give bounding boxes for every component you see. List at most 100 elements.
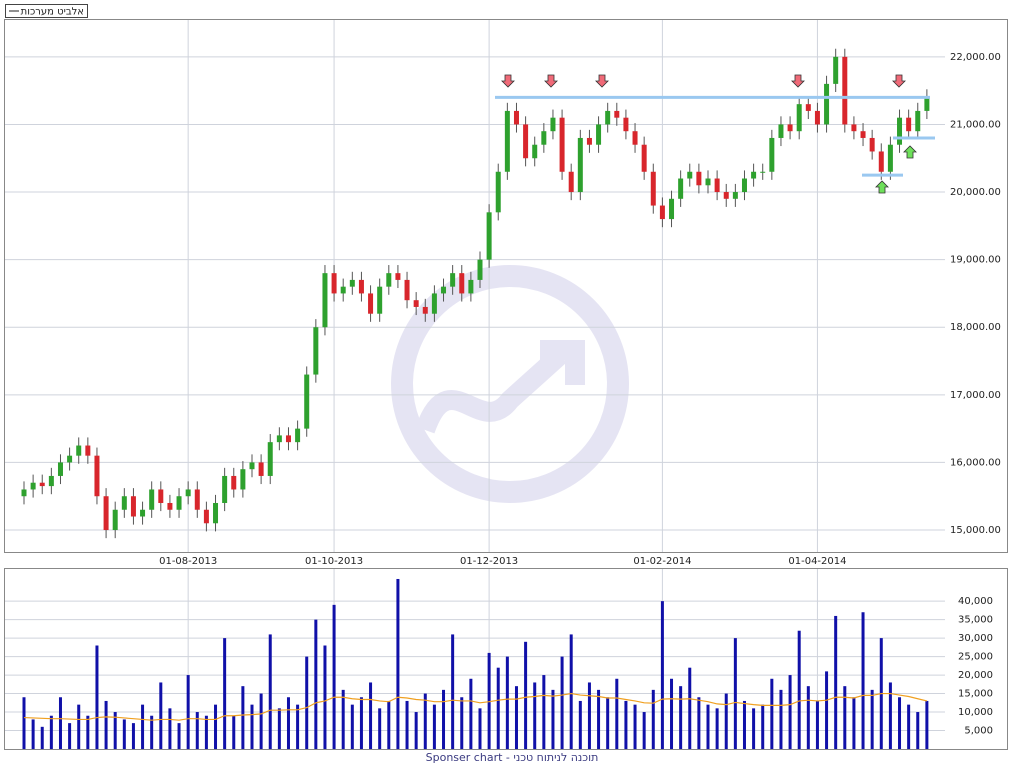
volume-bar [679, 686, 683, 749]
candle-body [550, 117, 556, 132]
volume-bar [369, 682, 373, 749]
volume-bar [642, 712, 646, 749]
volume-bar [40, 726, 44, 749]
candle-body [140, 509, 146, 517]
volume-bar [241, 686, 245, 749]
volume-bar [861, 612, 865, 749]
candle-body [541, 131, 547, 145]
candle-body [523, 124, 529, 159]
candle-body [213, 502, 219, 524]
watermark-arrow [415, 340, 585, 434]
volume-bar [551, 689, 555, 749]
candle-body [203, 509, 209, 524]
candle-body [231, 475, 237, 490]
volume-bar [232, 715, 236, 749]
volume-panel [4, 568, 1008, 750]
volume-bar [131, 723, 135, 749]
volume-bar [387, 700, 391, 749]
candle-body [48, 475, 54, 487]
volume-bar [414, 712, 418, 749]
volume-bar [442, 689, 446, 749]
footer: Sponser chart - תוכנה לניתוח טכני [426, 751, 599, 764]
candle-body [878, 151, 884, 172]
candle-body [577, 137, 583, 193]
candle-body [85, 445, 91, 456]
candle-body [285, 435, 291, 443]
x-tick-label: 01-02-2014 [633, 556, 691, 567]
y-tick-label: 10,000 [958, 707, 993, 718]
volume-bar [341, 689, 345, 749]
volume-bar [916, 712, 920, 749]
candle-body [741, 178, 747, 193]
candle-body [924, 97, 930, 111]
candle-body [586, 137, 592, 145]
candle-body [513, 110, 519, 125]
legend-box [5, 4, 88, 18]
volume-bar [168, 708, 172, 749]
candle-body [897, 117, 903, 145]
volume-bar [624, 700, 628, 749]
candle-body [568, 171, 574, 193]
candle-body [650, 171, 656, 206]
x-tick-label: 01-12-2013 [460, 556, 518, 567]
candle-body [21, 489, 27, 497]
candle-body [596, 124, 602, 145]
y-tick-label: 20,000.00 [950, 187, 1001, 198]
down-arrow [791, 74, 805, 88]
volume-bar [724, 693, 728, 749]
volume-bar [569, 634, 573, 749]
y-tick-label: 19,000.00 [950, 255, 1001, 266]
volume-bar [487, 652, 491, 749]
volume-bar [478, 708, 482, 749]
candle-body [814, 110, 820, 125]
volume-bar [359, 697, 363, 749]
volume-bar [22, 697, 26, 749]
candle-body [358, 279, 364, 294]
candle-body [258, 462, 264, 476]
candle-body [395, 273, 401, 280]
volume-bar [597, 689, 601, 749]
volume-bar [350, 704, 354, 749]
up-arrow [875, 180, 889, 194]
volume-bar [195, 712, 199, 749]
volume-bar [852, 697, 856, 749]
candle-body [222, 475, 228, 503]
watermark [391, 265, 629, 503]
candle-body [304, 374, 310, 429]
volume-bar [615, 678, 619, 749]
y-tick-label: 25,000 [958, 652, 993, 663]
volume-bar [49, 715, 53, 749]
candle-body [869, 137, 875, 152]
candle-body [842, 56, 848, 125]
volume-bar [277, 708, 281, 749]
legend-label: אלביט מערכות [21, 7, 84, 18]
volume-bar [779, 689, 783, 749]
candle-body [422, 306, 428, 314]
volume-bar [542, 675, 546, 749]
candle-body [614, 110, 620, 118]
candle-body [769, 137, 775, 172]
volume-bar [633, 704, 637, 749]
candle-body [732, 192, 738, 199]
candle-body [413, 300, 419, 307]
candle-body [368, 293, 374, 314]
volume-bar [752, 708, 756, 749]
candle-body [441, 286, 447, 294]
candle-body [824, 83, 830, 125]
candle-body [532, 144, 538, 159]
volume-bar [706, 704, 710, 749]
candle-body [194, 489, 200, 510]
volume-bar [514, 686, 518, 749]
candle-body [459, 273, 465, 294]
volume-bar [396, 578, 400, 749]
candle-body [495, 171, 501, 213]
candle-body [623, 117, 629, 132]
volume-bar [423, 693, 427, 749]
candle-body [632, 131, 638, 145]
candle-body [851, 124, 857, 132]
volume-bar [761, 704, 765, 749]
volume-bar [742, 700, 746, 749]
volume-bar [159, 682, 163, 749]
candle-body [915, 110, 921, 132]
